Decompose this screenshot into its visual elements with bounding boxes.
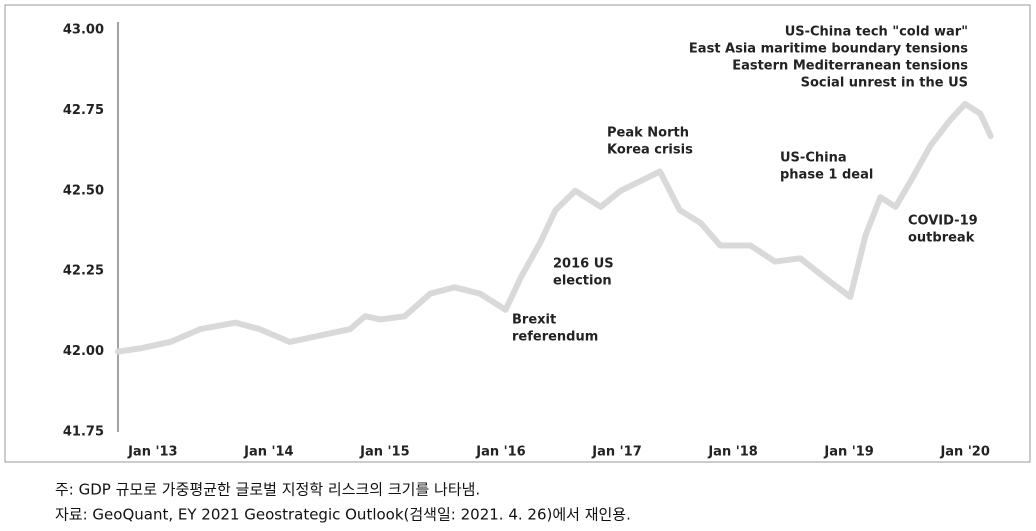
y-tick-label: 42.50	[63, 183, 104, 198]
annotation: East Asia maritime boundary tensions	[689, 42, 968, 57]
x-tick-label: Jan '19	[823, 445, 873, 460]
x-tick-label: Jan '15	[359, 445, 409, 460]
annotation: Peak North	[607, 126, 689, 141]
annotation: Brexit	[512, 313, 556, 328]
annotation: phase 1 deal	[780, 168, 873, 183]
note: 자료: GeoQuant, EY 2021 Geostrategic Outlo…	[55, 506, 631, 524]
note: 주: GDP 규모로 가중평균한 글로벌 지정학 리스크의 크기를 나타냄.	[55, 481, 480, 499]
frame	[4, 4, 1031, 463]
annotation: US-China	[780, 151, 847, 166]
annotation: COVID-19	[908, 214, 978, 229]
x-tick-label: Jan '18	[707, 445, 757, 460]
y-tick-label: 42.25	[63, 264, 104, 279]
annotation: election	[553, 274, 612, 289]
y-tick-label: 43.00	[63, 23, 104, 38]
y-tick-label: 42.75	[63, 103, 104, 118]
annotation: Eastern Mediterranean tensions	[732, 59, 968, 74]
y-tick-label: 41.75	[63, 425, 104, 440]
x-tick-label: Jan '13	[127, 445, 177, 460]
annotation: outbreak	[908, 231, 975, 246]
annotation: 2016 US	[553, 257, 614, 272]
x-tick-label: Jan '20	[939, 445, 989, 460]
x-tick-label: Jan '17	[591, 445, 641, 460]
annotation: Korea crisis	[607, 143, 693, 158]
line	[115, 100, 994, 355]
annotation: US-China tech "cold war"	[785, 25, 968, 40]
y-tick-label: 42.00	[63, 344, 104, 359]
x-tick-label: Jan '16	[475, 445, 525, 460]
x-tick-label: Jan '14	[243, 445, 293, 460]
annotation: referendum	[512, 330, 598, 345]
annotation: Social unrest in the US	[801, 76, 968, 91]
